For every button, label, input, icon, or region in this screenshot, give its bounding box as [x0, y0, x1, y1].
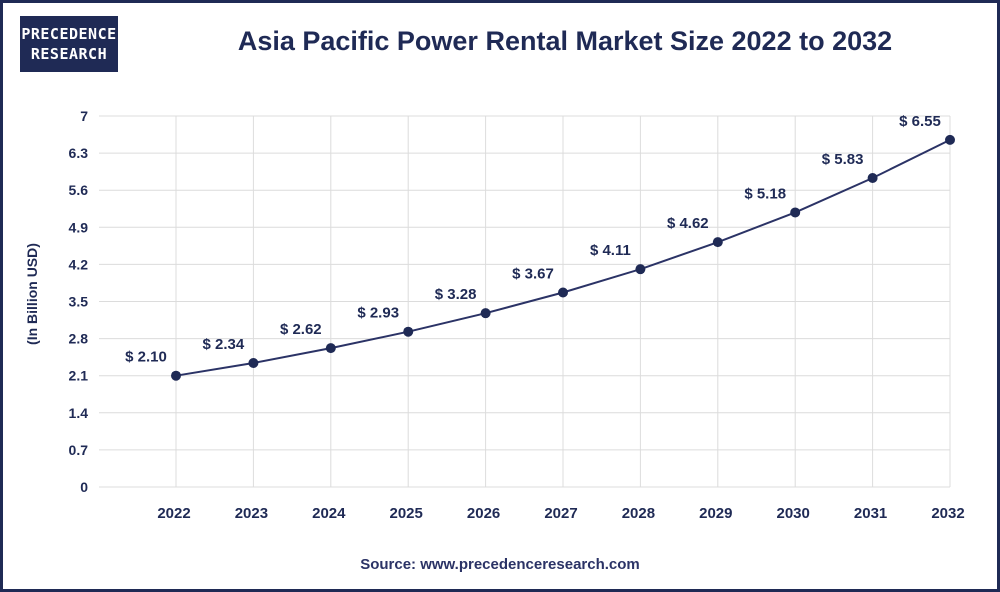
x-tick-label: 2032	[931, 505, 964, 522]
data-label: $ 4.62	[667, 215, 709, 232]
y-axis-ticks: 0 0.7 1.4 2.1 2.8 3.5 4.2 4.9 5.6 6.3 7	[69, 108, 89, 495]
data-point	[480, 308, 491, 319]
data-point	[558, 287, 568, 298]
y-tick-label: 2.8	[69, 331, 89, 347]
data-points	[171, 134, 955, 381]
brand-logo: PRECEDENCE RESEARCH	[20, 16, 118, 72]
y-tick-label: 5.6	[69, 182, 89, 198]
data-label: $ 4.11	[590, 242, 631, 259]
data-point	[712, 237, 723, 248]
data-label: $ 2.93	[357, 305, 399, 322]
x-tick-label: 2026	[467, 505, 500, 522]
x-tick-label: 2024	[312, 505, 346, 522]
gridlines	[99, 115, 951, 488]
data-point	[867, 173, 878, 184]
x-tick-label: 2029	[699, 505, 732, 522]
x-tick-label: 2031	[854, 505, 887, 522]
x-tick-label: 2030	[777, 505, 810, 522]
y-tick-label: 6.3	[69, 145, 89, 161]
y-tick-label: 7	[80, 108, 88, 124]
data-label: $ 6.55	[899, 113, 941, 130]
x-tick-label: 2028	[622, 505, 655, 522]
y-tick-label: 1.4	[69, 405, 89, 421]
x-tick-label: 2022	[157, 505, 190, 522]
y-tick-label: 0	[80, 479, 88, 495]
data-point	[325, 343, 336, 354]
x-axis-ticks: 2022 2023 2024 2025 2026 2027 2028 2029 2030 2031…	[157, 505, 964, 522]
data-point	[945, 134, 955, 145]
logo-line-2: RESEARCH	[30, 45, 108, 63]
data-point	[248, 357, 259, 368]
data-label: $ 3.67	[512, 265, 554, 282]
logo-line-1: PRECEDENCE	[21, 25, 117, 43]
data-label: $ 2.34	[203, 336, 245, 353]
data-point	[790, 207, 801, 218]
x-tick-label: 2027	[544, 505, 577, 522]
data-label: $ 3.28	[435, 286, 477, 303]
y-tick-label: 3.5	[69, 294, 89, 310]
data-label: $ 5.18	[744, 185, 786, 202]
data-labels: $ 2.10 $ 2.34 $ 2.62 $ 2.93 $ 3.28 $ 3.67 $ 4.…	[125, 113, 941, 366]
data-point	[403, 326, 414, 337]
y-tick-label: 2.1	[69, 368, 89, 384]
data-label: $ 2.62	[280, 321, 322, 338]
x-tick-label: 2025	[390, 505, 423, 522]
y-tick-label: 4.2	[69, 256, 89, 272]
data-point	[635, 264, 646, 275]
chart-title: Asia Pacific Power Rental Market Size 20…	[237, 26, 893, 56]
source-note: Source: www.precedenceresearch.com	[360, 556, 640, 573]
data-point	[171, 370, 181, 381]
data-label: $ 2.10	[125, 349, 167, 366]
y-tick-label: 4.9	[69, 219, 89, 235]
x-tick-label: 2023	[235, 505, 268, 522]
data-label: $ 5.83	[822, 151, 864, 168]
y-tick-label: 0.7	[69, 442, 89, 458]
